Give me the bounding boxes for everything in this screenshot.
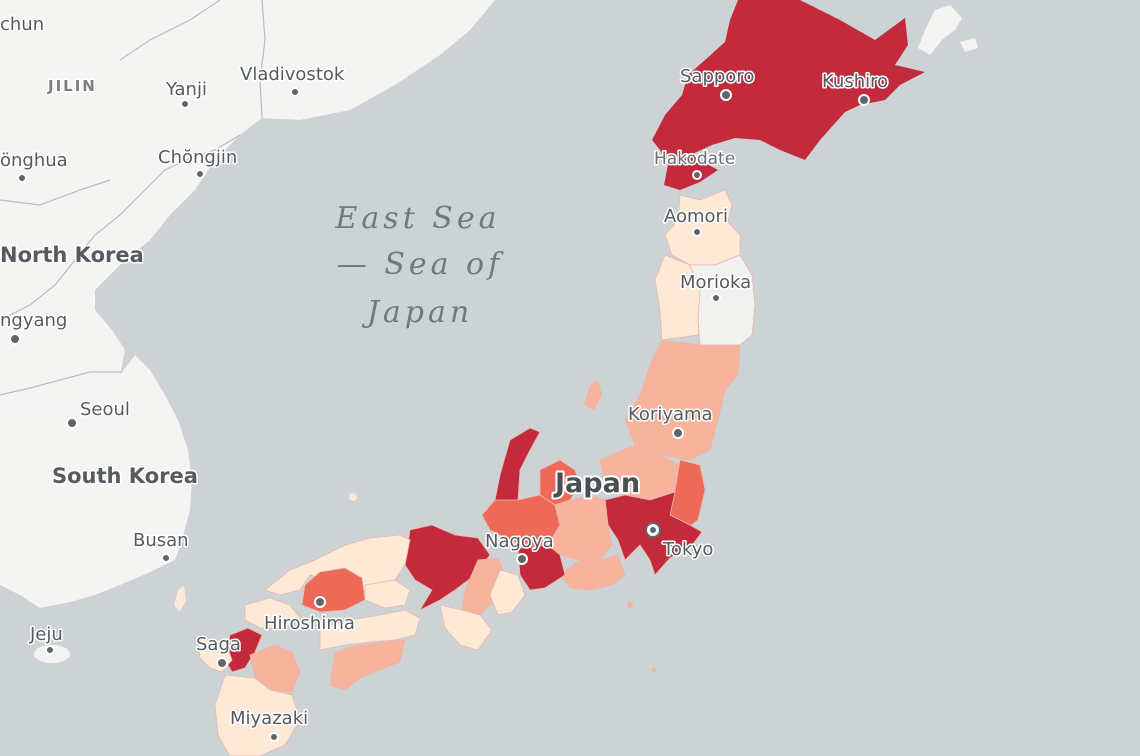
shizuoka xyxy=(559,554,626,591)
city-label-nagoya: Nagoya xyxy=(485,531,554,552)
city-dot-aomori[interactable] xyxy=(692,227,702,237)
korean-peninsula xyxy=(0,355,192,608)
tsushima xyxy=(174,586,186,612)
border-province xyxy=(0,179,111,206)
border-jilin xyxy=(119,0,221,61)
city-dot-nagoya[interactable] xyxy=(516,553,528,565)
city-label-pyongyang: ngyang xyxy=(0,310,67,331)
city-dot-tokyo xyxy=(650,527,656,533)
city-label-tokyo: Tokyo xyxy=(662,539,713,560)
kansai xyxy=(404,524,491,611)
city-dot-yanji[interactable] xyxy=(180,99,190,109)
city-label-jeju: Jeju xyxy=(29,624,63,645)
south-tohoku xyxy=(624,339,741,461)
shikoku-south xyxy=(329,639,406,691)
city-dot-onghua[interactable] xyxy=(17,173,27,183)
sakhalin xyxy=(918,5,962,55)
city-dot-hiroshima[interactable] xyxy=(314,596,326,608)
city-label-hiroshima: Hiroshima xyxy=(264,613,355,634)
city-dot-miyazaki[interactable] xyxy=(269,732,279,742)
oki-island xyxy=(349,493,357,501)
city-dot-pyongyang[interactable] xyxy=(9,333,21,345)
nagano xyxy=(547,494,613,561)
city-label-aomori: Aomori xyxy=(664,206,728,227)
city-dot-morioka[interactable] xyxy=(711,293,721,303)
country-label-north-korea: North Korea xyxy=(0,243,144,267)
hokkaido xyxy=(652,0,925,190)
shikoku-north xyxy=(319,609,421,651)
city-label-chun: chun xyxy=(0,14,44,35)
city-dot-koriyama[interactable] xyxy=(672,427,684,439)
region-label-jilin: JILIN xyxy=(47,77,97,95)
city-dot-seoul[interactable] xyxy=(66,417,78,429)
sea-label-line1: East Sea xyxy=(335,201,501,236)
border-china-russia xyxy=(259,0,266,119)
okayama xyxy=(364,579,411,609)
izu-island xyxy=(627,602,633,608)
border-dmz xyxy=(0,371,122,396)
city-label-sapporo: Sapporo xyxy=(680,66,754,87)
city-dot-saga[interactable] xyxy=(216,657,228,669)
city-label-yanji: Yanji xyxy=(165,79,207,100)
city-label-vladivostok: Vladivostok xyxy=(240,64,345,85)
city-label-seoul: Seoul xyxy=(80,399,130,420)
city-label-saga: Saga xyxy=(196,634,241,655)
city-dot-jeju[interactable] xyxy=(45,645,55,655)
aichi xyxy=(517,544,566,591)
city-dot-sapporo[interactable] xyxy=(720,89,732,101)
sea-label-line3: Japan xyxy=(361,295,473,330)
city-label-koriyama: Koriyama xyxy=(628,404,713,425)
city-label-miyazaki: Miyazaki xyxy=(230,708,308,729)
city-label-busan: Busan xyxy=(133,530,189,551)
sado-island xyxy=(584,380,602,410)
city-label-kushiro: Kushiro xyxy=(822,71,888,92)
izu-island-south xyxy=(652,668,656,672)
kuril-islands xyxy=(960,38,978,52)
city-dot-chongjin[interactable] xyxy=(195,169,205,179)
country-label-japan: Japan xyxy=(553,468,640,499)
country-label-south-korea: South Korea xyxy=(52,464,198,488)
city-label-onghua: önghua xyxy=(0,150,68,171)
city-label-morioka: Morioka xyxy=(680,272,751,293)
city-label-hakodate: Hakodate xyxy=(654,149,735,169)
city-label-chongjin: Chŏngjin xyxy=(158,147,237,168)
sea-label-line2: — Sea of xyxy=(337,247,504,282)
iwate xyxy=(689,254,756,346)
shizuoka-east xyxy=(489,569,526,616)
city-dot-busan[interactable] xyxy=(161,553,171,563)
city-dot-kushiro[interactable] xyxy=(858,94,870,106)
city-dot-vladivostok[interactable] xyxy=(290,87,300,97)
yamaguchi xyxy=(244,597,301,629)
toyama-ishikawa xyxy=(494,427,541,506)
city-dot-hakodate[interactable] xyxy=(692,170,702,180)
border-china-nk xyxy=(0,134,241,321)
mainland-asia xyxy=(0,0,495,414)
wakayama xyxy=(439,604,493,651)
